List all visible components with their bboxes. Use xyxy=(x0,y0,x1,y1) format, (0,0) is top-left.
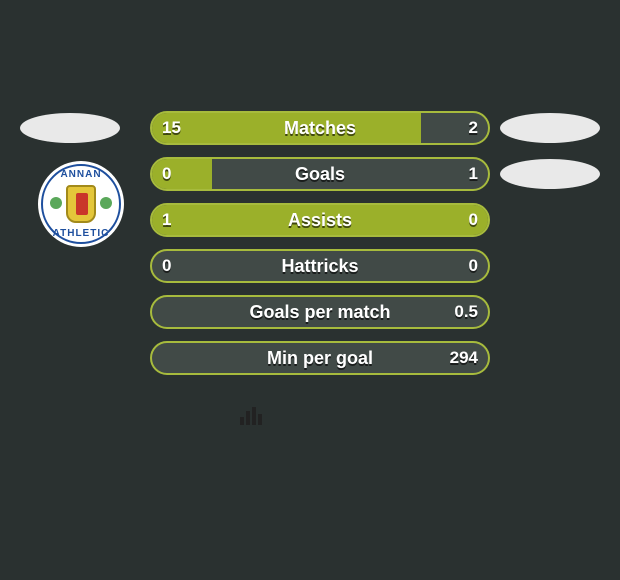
bar-track xyxy=(150,249,490,283)
club-badge-left: ANNAN ATHLETIC xyxy=(38,161,124,247)
bar-track xyxy=(150,157,490,191)
bar-track xyxy=(150,295,490,329)
thistle-icon xyxy=(100,197,112,209)
badge-bottom-text: ATHLETIC xyxy=(38,228,124,239)
stat-row: Min per goal294 xyxy=(10,341,610,375)
comparison-chart: Matches152Goals01Assists10Hattricks00Goa… xyxy=(10,111,610,375)
bar-track xyxy=(150,111,490,145)
right-player-ellipse xyxy=(500,113,600,143)
badge-top-text: ANNAN xyxy=(38,169,124,180)
left-player-ellipse xyxy=(20,113,120,143)
bar-left-fill xyxy=(152,205,488,235)
bar-left-fill xyxy=(152,113,421,143)
bar-track xyxy=(150,341,490,375)
right-player-ellipse xyxy=(500,159,600,189)
stat-row: Hattricks00 xyxy=(10,249,610,283)
bar-left-fill xyxy=(152,159,212,189)
bar-track xyxy=(150,203,490,237)
shield-icon xyxy=(66,185,96,223)
stat-row: Goals per match0.5 xyxy=(10,295,610,329)
thistle-icon xyxy=(50,197,62,209)
brand-bars-icon xyxy=(240,407,262,425)
